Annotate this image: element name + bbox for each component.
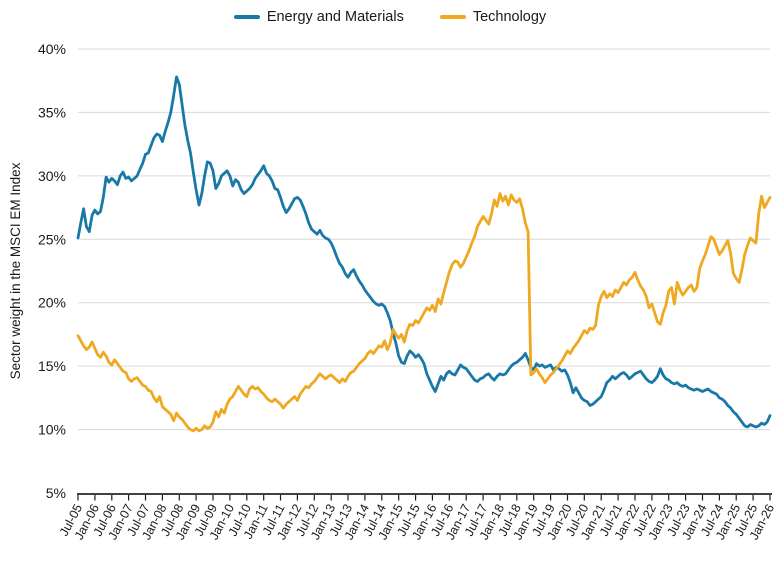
y-tick-label: 15% [38, 358, 66, 374]
y-axis-title: Sector weight in the MSCI EM Index [8, 162, 23, 379]
series-line-energy-and-materials [76, 75, 772, 429]
legend-swatch-technology [439, 15, 466, 19]
y-tick-label: 10% [38, 422, 66, 438]
series-line-technology [76, 192, 772, 433]
chart-legend: Energy and Materials Technology [0, 9, 780, 25]
legend-label-energy-and-materials: Energy and Materials [266, 9, 404, 25]
legend-item-energy-and-materials: Energy and Materials [233, 9, 404, 25]
y-tick-label: 30% [38, 168, 66, 184]
y-tick-label: 25% [38, 231, 66, 247]
y-tick-label: 35% [38, 104, 66, 120]
y-tick-label: 20% [38, 295, 66, 311]
legend-label-technology: Technology [472, 9, 547, 25]
y-tick-label: 40% [38, 41, 66, 57]
legend-item-technology: Technology [439, 9, 547, 25]
legend-swatch-energy-and-materials [233, 15, 260, 19]
y-tick-label: 5% [46, 485, 66, 501]
